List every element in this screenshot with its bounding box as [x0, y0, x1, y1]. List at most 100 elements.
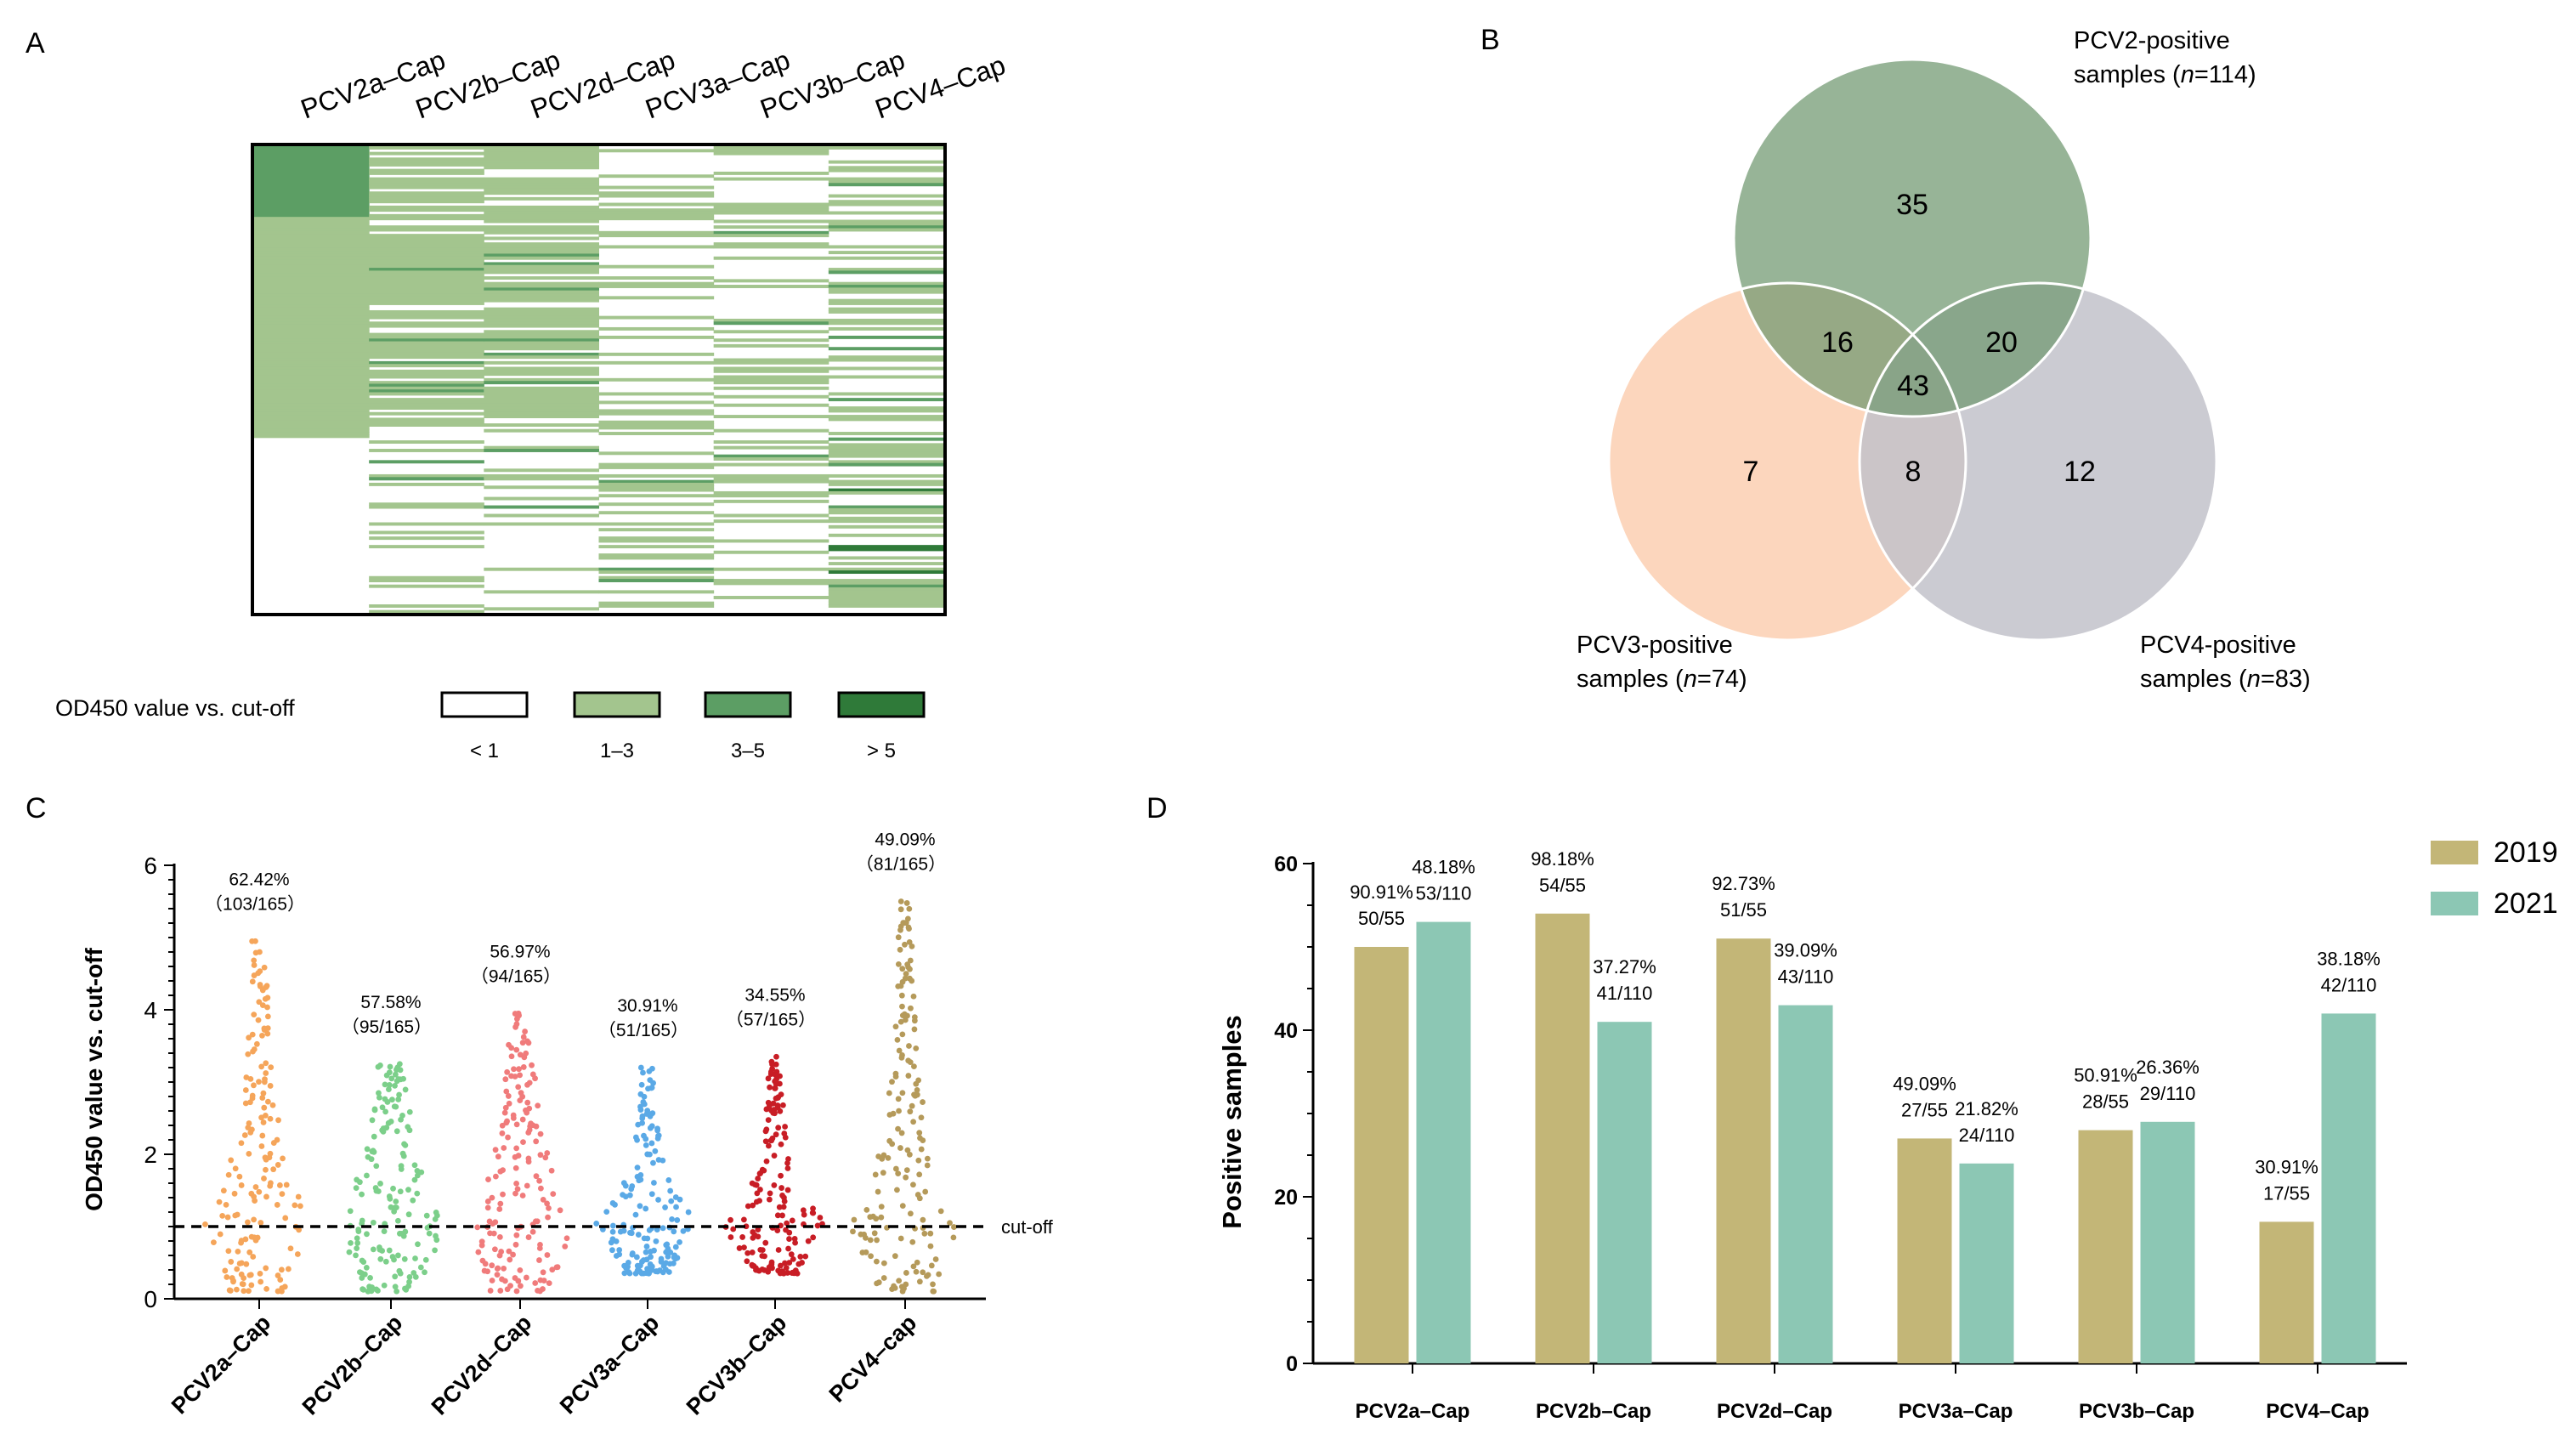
c-data-point [608, 1239, 614, 1246]
heatmap-cell [713, 596, 829, 599]
c-data-point [781, 1130, 788, 1136]
d-x-tick-label: PCV4–Cap [2266, 1400, 2369, 1423]
c-data-point [892, 1074, 899, 1080]
c-data-point [647, 1151, 653, 1158]
heatmap-cell [828, 355, 944, 360]
d-bar-pct-label: 50.91% [2074, 1065, 2137, 1086]
heatmap-cell [598, 211, 715, 215]
heatmap-cell [484, 360, 599, 365]
c-data-point [228, 1259, 235, 1265]
c-data-point [777, 1073, 783, 1080]
legend-label: > 5 [867, 740, 896, 762]
heatmap-cell [484, 154, 599, 158]
c-data-point [269, 1102, 276, 1108]
c-data-point [287, 1245, 294, 1252]
c-data-point [767, 1190, 773, 1197]
c-annotation-pct: 56.97% [490, 942, 550, 961]
c-data-point [638, 1270, 645, 1277]
c-data-point [392, 1284, 399, 1290]
heatmap-cell [828, 398, 944, 402]
c-data-point [389, 1096, 395, 1103]
c-data-point [895, 960, 902, 967]
heatmap-cell [713, 519, 829, 524]
c-data-point [393, 1103, 399, 1110]
heatmap-cell [369, 352, 484, 356]
heatmap-cell [254, 409, 370, 413]
heatmap-cell [484, 423, 599, 427]
heatmap-cell [828, 366, 944, 371]
c-data-point [234, 1266, 241, 1272]
heatmap-cell [828, 488, 944, 492]
c-data-point [513, 1145, 520, 1152]
c-data-point [536, 1177, 543, 1184]
heatmap-cell [254, 326, 370, 331]
c-data-point [393, 1288, 400, 1295]
c-data-point [487, 1230, 493, 1237]
legend-swatch [573, 691, 661, 718]
heatmap-cell [254, 381, 370, 385]
c-data-point [246, 1120, 252, 1126]
heatmap-cell [713, 234, 829, 238]
heatmap-cell [369, 482, 484, 486]
heatmap-cell [254, 324, 370, 328]
heatmap-cell [484, 347, 599, 351]
c-data-point [899, 1203, 906, 1210]
heatmap-cell [254, 313, 370, 317]
heatmap-cell [484, 369, 599, 373]
d-bar-pct-label: 26.36% [2136, 1057, 2200, 1078]
c-data-point [903, 1281, 909, 1288]
c-data-point [246, 1150, 252, 1157]
c-data-point [774, 1095, 781, 1101]
c-data-point [744, 1203, 751, 1210]
c-data-point [385, 1119, 392, 1126]
heatmap-cell [713, 343, 829, 348]
c-data-point [238, 1182, 245, 1188]
c-data-point [517, 1283, 524, 1289]
c-data-point [792, 1239, 798, 1246]
c-data-point [515, 1084, 522, 1091]
c-y-tick-label: 4 [144, 997, 157, 1023]
heatmap-cell [484, 245, 599, 249]
c-data-point [762, 1138, 769, 1145]
c-data-point [533, 1138, 540, 1145]
c-data-point [393, 1198, 399, 1204]
c-data-point [875, 1279, 882, 1286]
heatmap-cell [828, 519, 944, 524]
c-data-point [905, 1057, 912, 1064]
c-data-point [247, 1099, 253, 1106]
c-data-point [658, 1259, 665, 1265]
c-data-point [802, 1253, 809, 1260]
d-y-tick-label: 40 [1274, 1019, 1298, 1043]
c-data-point [484, 1198, 491, 1204]
heatmap-cell [828, 524, 944, 529]
c-data-point [736, 1245, 743, 1251]
d-bar [1897, 1138, 1952, 1363]
c-data-point [609, 1200, 616, 1206]
c-data-point [633, 1254, 640, 1261]
heatmap-cell [369, 194, 484, 198]
heatmap-cell [254, 302, 370, 305]
c-data-point [492, 1173, 499, 1180]
c-data-point [750, 1229, 756, 1235]
c-data-point [776, 1204, 783, 1210]
c-data-point [771, 1153, 778, 1159]
c-data-point [395, 1076, 402, 1082]
c-data-point [516, 1066, 522, 1073]
d-bar-pct-label: 37.27% [1593, 956, 1656, 978]
c-data-point [772, 1085, 778, 1091]
heatmap-cell [828, 326, 944, 331]
c-data-point [255, 970, 262, 977]
heatmap-cell [713, 242, 829, 246]
c-data-point [756, 1170, 763, 1177]
d-y-tick-label: 20 [1274, 1186, 1298, 1210]
d-bar-pct-label: 39.09% [1774, 940, 1837, 961]
c-data-point [512, 1011, 518, 1017]
c-data-point [260, 1090, 267, 1096]
c-data-point [779, 1193, 785, 1198]
c-data-point [225, 1171, 232, 1178]
c-data-point [366, 1287, 373, 1293]
c-data-point [897, 946, 903, 953]
c-data-point [773, 1080, 779, 1087]
heatmap-cell [484, 281, 599, 286]
c-data-point [353, 1185, 360, 1192]
